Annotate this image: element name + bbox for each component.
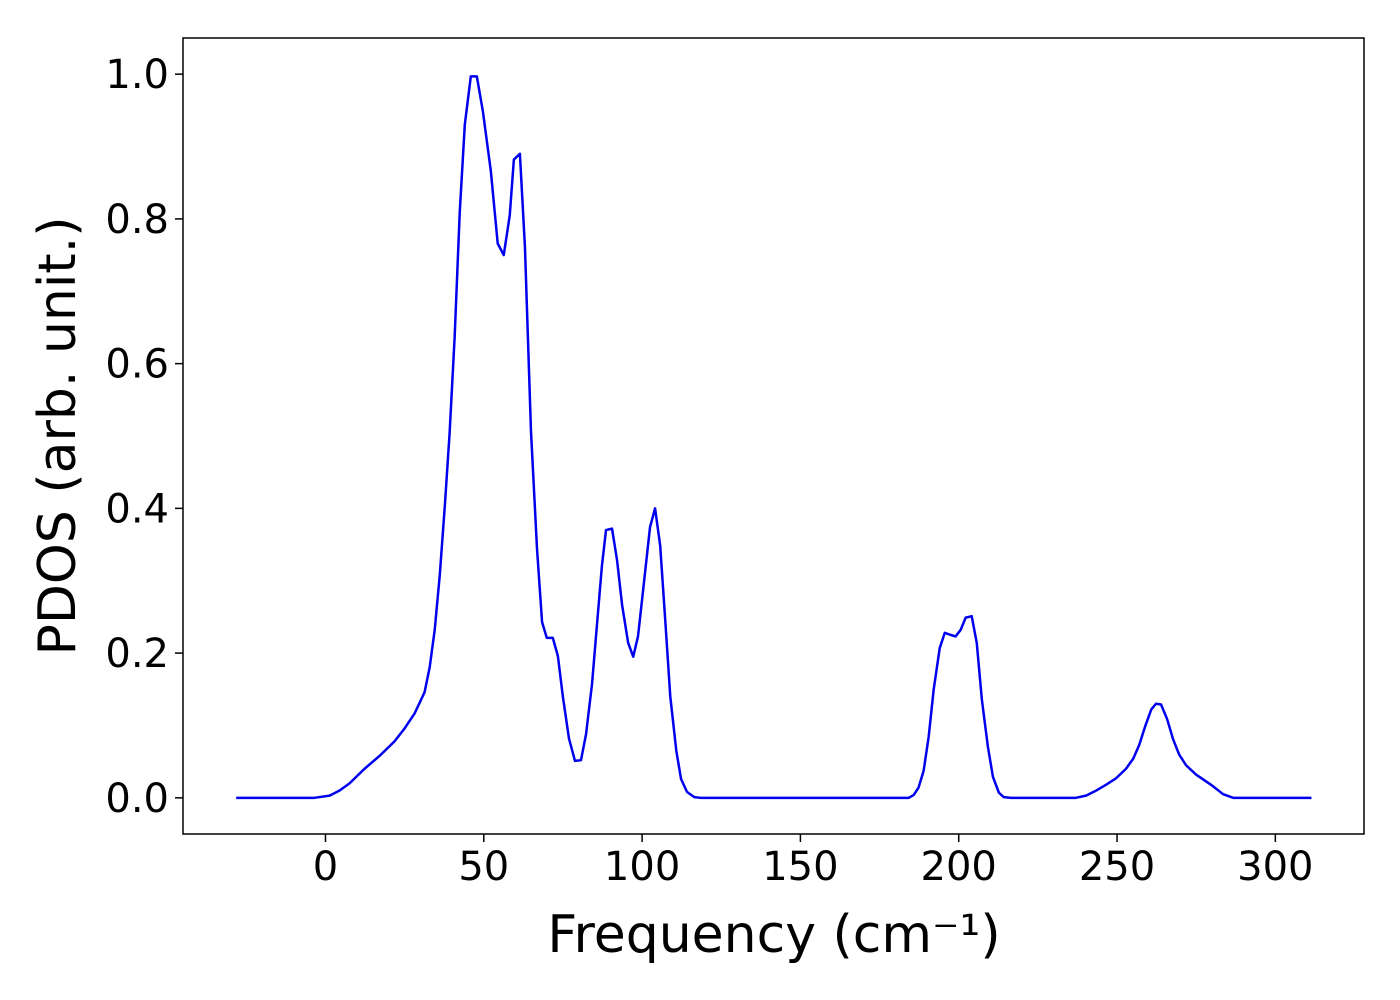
y-tick-label: 0.4 — [105, 486, 169, 532]
x-axis-label: Frequency (cm⁻¹) — [547, 905, 1000, 965]
x-tick-label: 300 — [1237, 844, 1313, 890]
y-tick-label: 0.8 — [105, 197, 169, 243]
x-tick-label: 250 — [1079, 844, 1155, 890]
line-series — [236, 75, 1312, 800]
x-tick-label: 50 — [458, 844, 509, 890]
y-tick-label: 1.0 — [105, 52, 169, 98]
y-tick-label: 0.0 — [105, 776, 169, 822]
x-tick-label: 100 — [604, 844, 680, 890]
y-tick-label: 0.2 — [105, 631, 169, 677]
x-tick-label: 0 — [313, 844, 338, 890]
x-tick-label: 150 — [762, 844, 838, 890]
plot-frame — [182, 37, 1365, 835]
x-tick-label: 200 — [921, 844, 997, 890]
y-tick-label: 0.6 — [105, 342, 169, 388]
y-axis-label: PDOS (arb. unit.) — [28, 216, 88, 655]
